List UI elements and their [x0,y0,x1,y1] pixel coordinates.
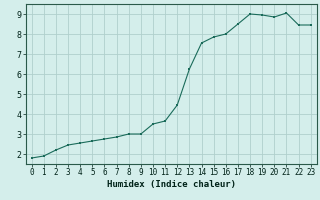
X-axis label: Humidex (Indice chaleur): Humidex (Indice chaleur) [107,180,236,189]
